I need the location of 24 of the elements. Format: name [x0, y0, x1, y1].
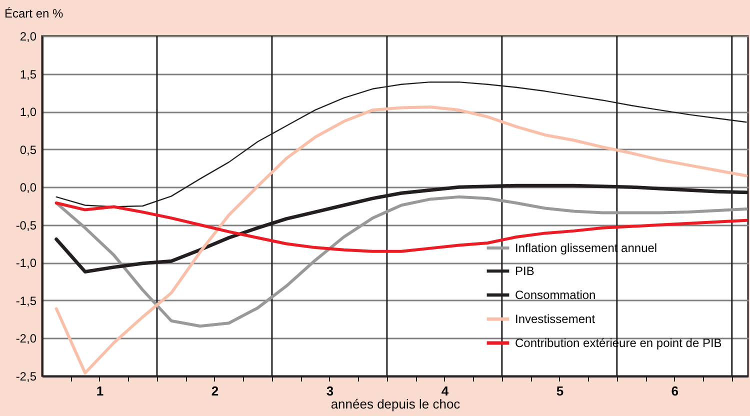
legend-label: Investissement [515, 312, 596, 326]
y-tick-label: -1,0 [16, 256, 37, 270]
x-tick-label: 6 [671, 384, 679, 398]
x-tick-label: 4 [441, 384, 450, 398]
y-tick-label: 0,5 [20, 142, 37, 157]
y-tick-label: -0,5 [16, 218, 37, 232]
x-tick-label: 2 [211, 384, 219, 398]
y-tick-label: -2,5 [16, 370, 37, 384]
y-tick-label: 1,5 [20, 67, 37, 82]
y-tick-label: 2,0 [20, 30, 37, 44]
line-series [54, 106, 748, 374]
y-tick-label: 1,0 [20, 105, 37, 120]
y-tick-label: -1,5 [16, 294, 37, 308]
line-series [54, 201, 748, 253]
y-axis-title: Écart en % [4, 6, 64, 20]
legend-label: PIB [515, 264, 534, 278]
x-axis-title: années depuis le choc [330, 396, 461, 412]
y-tick-label: -2,0 [16, 332, 37, 346]
x-tick-label: 1 [96, 384, 104, 398]
legend-label: Consommation [515, 288, 596, 302]
line-series [54, 195, 748, 328]
x-tick-label: 5 [556, 384, 564, 398]
y-tick-label: 0,0 [20, 180, 37, 195]
x-tick-label: 3 [326, 384, 334, 398]
